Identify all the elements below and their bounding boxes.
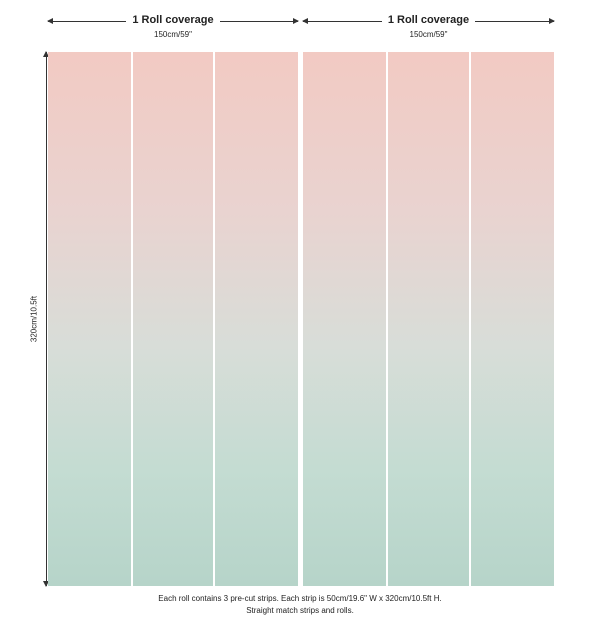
roll-2-strip-1 — [303, 52, 386, 586]
height-label: 320cm/10.5ft — [29, 291, 39, 347]
roll-1-panel — [48, 52, 298, 586]
roll-2-strip-2 — [388, 52, 469, 586]
roll-1-strip-3 — [215, 52, 298, 586]
roll-1-width: 150cm/59" — [154, 30, 192, 39]
roll-2-title: 1 Roll coverage — [303, 14, 554, 26]
roll-2-strip-3 — [471, 52, 554, 586]
roll-2-panel — [303, 52, 554, 586]
caption-line-2: Straight match strips and rolls. — [246, 606, 354, 615]
roll-2-width: 150cm/59" — [409, 30, 448, 39]
roll-1-strip-1 — [48, 52, 131, 586]
roll-1-strip-2 — [133, 52, 213, 586]
caption-line-1: Each roll contains 3 pre-cut strips. Eac… — [158, 594, 442, 603]
roll-1-title: 1 Roll coverage — [48, 14, 298, 26]
height-arrow — [43, 51, 49, 587]
